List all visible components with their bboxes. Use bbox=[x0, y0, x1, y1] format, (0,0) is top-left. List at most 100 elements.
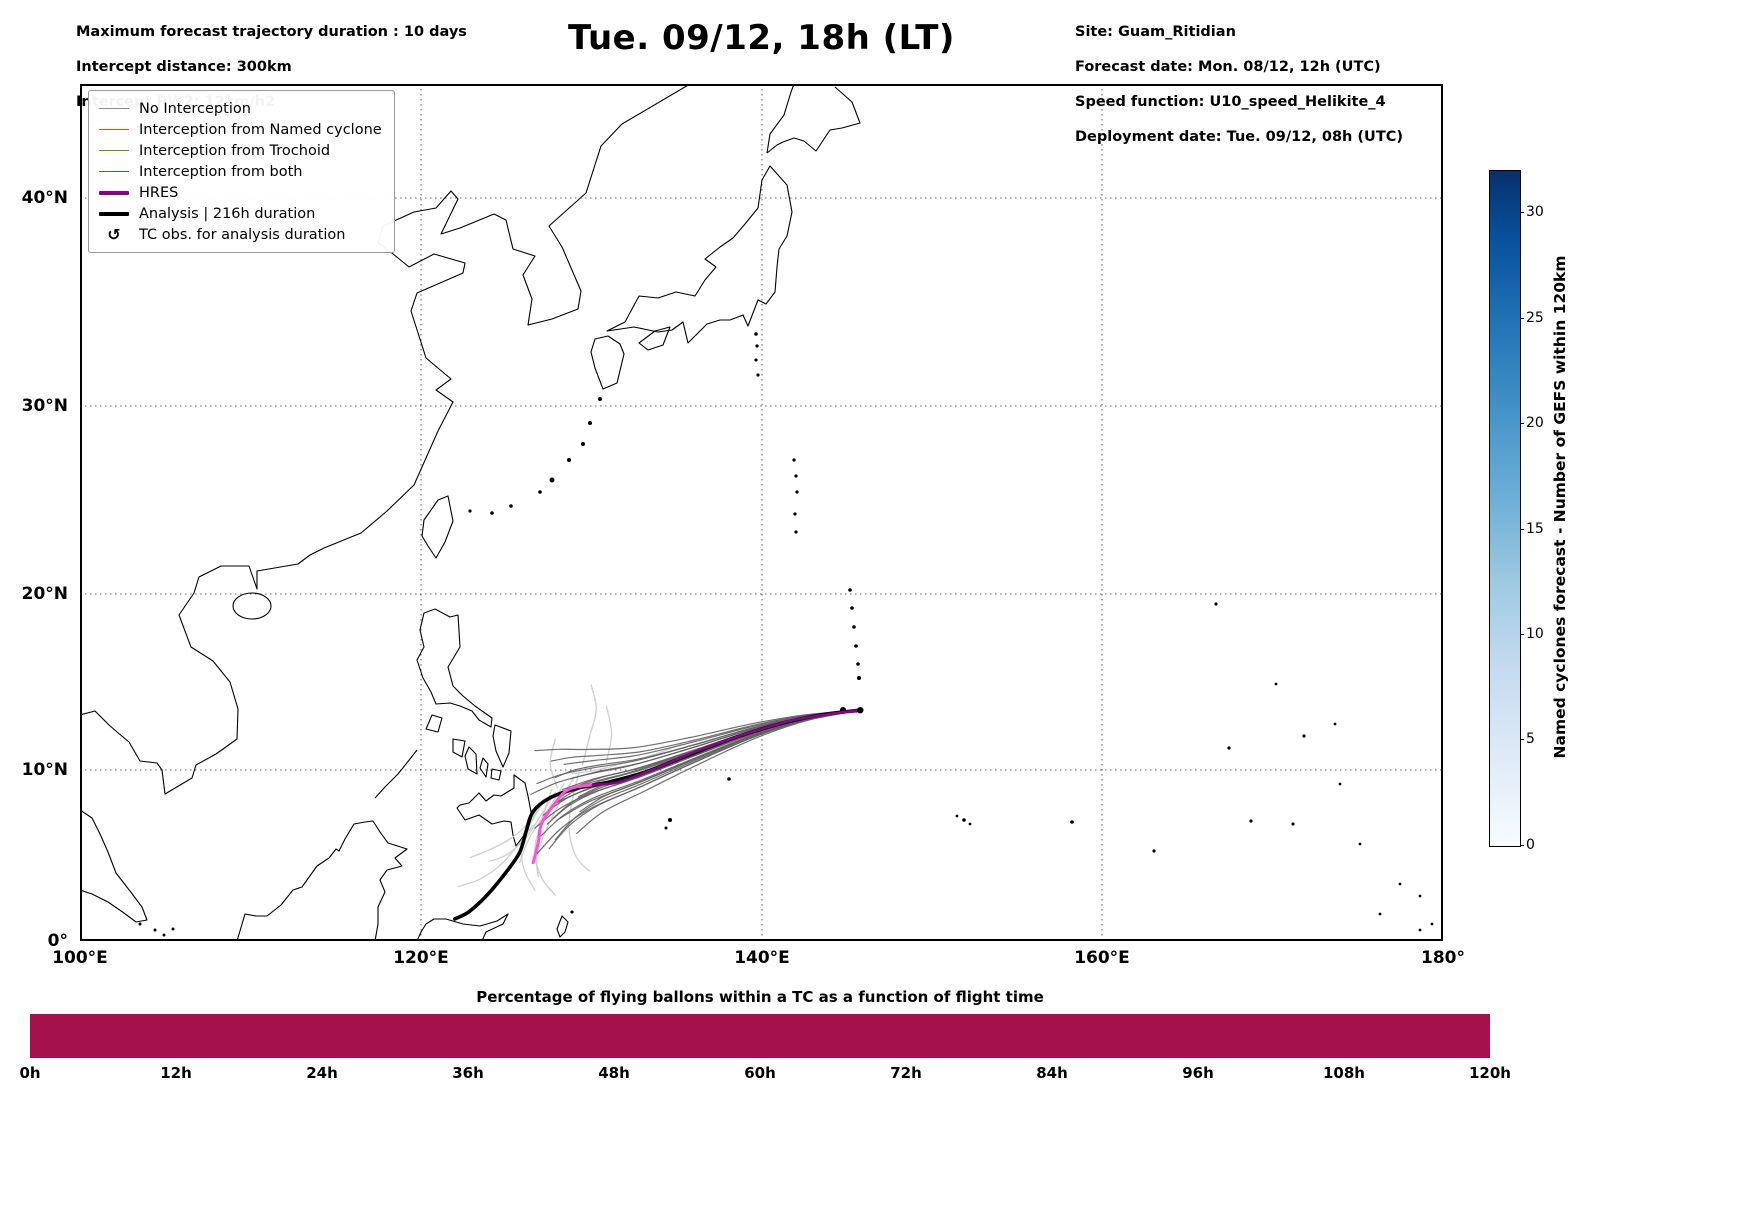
coastline-hainan bbox=[232, 592, 272, 620]
gefs-member-track bbox=[550, 709, 861, 762]
colorbar-tick-mark bbox=[1520, 212, 1524, 214]
lat-tick-40n: 40°N bbox=[21, 188, 68, 208]
legend-label: No Interception bbox=[139, 100, 251, 117]
legend-item-hres: HRES bbox=[99, 182, 382, 203]
gefs-colorbar bbox=[1489, 170, 1521, 847]
legend-item-no-interception: No Interception bbox=[99, 98, 382, 119]
coastline-kyushu bbox=[590, 335, 625, 390]
gefs-member-track bbox=[576, 709, 861, 834]
forecast-date-text: Forecast date: Mon. 08/12, 12h (UTC) bbox=[1075, 58, 1381, 75]
coastline-panay bbox=[452, 738, 466, 758]
legend-label: HRES bbox=[139, 184, 179, 201]
lat-tick-0: 0° bbox=[47, 931, 68, 951]
lat-tick-30n: 30°N bbox=[21, 396, 68, 416]
colorbar-tick-10: 10 bbox=[1526, 626, 1544, 642]
gefs-member-track bbox=[554, 709, 861, 778]
legend-label: Interception from Named cyclone bbox=[139, 121, 382, 138]
legend-item-analysis: Analysis | 216h duration bbox=[99, 203, 382, 224]
gefs-member-track bbox=[540, 709, 861, 837]
colorbar-tick-mark bbox=[1520, 739, 1524, 741]
coastline-mindanao bbox=[456, 774, 533, 847]
intercept-distance-text: Intercept distance: 300km bbox=[76, 58, 292, 75]
coastline-shikoku bbox=[638, 326, 671, 351]
hres-track-head bbox=[531, 783, 595, 865]
legend-line-swatch-orange bbox=[99, 128, 129, 131]
coastline-negros bbox=[464, 746, 478, 775]
analysis-track bbox=[453, 708, 863, 921]
gefs-light-track bbox=[489, 791, 556, 862]
coastline-luzon bbox=[416, 608, 493, 728]
colorbar-tick-25: 25 bbox=[1526, 310, 1544, 326]
legend-item-named-cyclone: Interception from Named cyclone bbox=[99, 119, 382, 140]
legend-label: Interception from Trochoid bbox=[139, 142, 331, 159]
bottom-chart-title: Percentage of flying ballons within a TC… bbox=[476, 988, 1044, 1006]
grid-lines bbox=[80, 84, 1443, 941]
legend-label: Interception from both bbox=[139, 163, 303, 180]
flight-time-axis: 0h 12h 24h 36h 48h 60h 72h 84h 96h 108h … bbox=[19, 1064, 1511, 1086]
lon-tick-100e: 100°E bbox=[52, 948, 108, 968]
legend-line-swatch-black bbox=[99, 211, 129, 216]
coastlines bbox=[80, 84, 861, 941]
gefs-light-track bbox=[605, 705, 613, 763]
legend-line-swatch-green bbox=[99, 170, 129, 173]
coastline-hokkaido-west bbox=[766, 84, 795, 154]
colorbar-tick-mark bbox=[1520, 845, 1524, 847]
time-tick-24h: 24h bbox=[306, 1064, 338, 1082]
coastline-sulawesi bbox=[416, 913, 509, 941]
colorbar-tick-0: 0 bbox=[1526, 837, 1535, 853]
gefs-light-track bbox=[581, 684, 597, 766]
lat-tick-10n: 10°N bbox=[21, 760, 68, 780]
gefs-light-track bbox=[457, 824, 534, 888]
colorbar-tick-mark bbox=[1520, 634, 1524, 636]
time-tick-120h: 120h bbox=[1469, 1064, 1511, 1082]
deployment-date-text: Deployment date: Tue. 09/12, 08h (UTC) bbox=[1075, 128, 1403, 145]
max-duration-text: Maximum forecast trajectory duration : 1… bbox=[76, 23, 467, 40]
colorbar-tick-mark bbox=[1520, 423, 1524, 425]
site-text: Site: Guam_Ritidian bbox=[1075, 23, 1236, 40]
time-tick-108h: 108h bbox=[1323, 1064, 1365, 1082]
colorbar-tick-30: 30 bbox=[1526, 204, 1544, 220]
coastline-hokkaido-east bbox=[766, 86, 861, 154]
time-tick-12h: 12h bbox=[160, 1064, 192, 1082]
speed-function-text: Speed function: U10_speed_Helikite_4 bbox=[1075, 93, 1386, 110]
legend-line-swatch-purple bbox=[99, 190, 129, 195]
map-legend: No Interception Interception from Named … bbox=[88, 90, 395, 253]
plot-frame bbox=[80, 84, 1443, 941]
page-title: Tue. 09/12, 18h (LT) bbox=[568, 18, 955, 58]
tc-obs-marker-icon: ↺ bbox=[107, 224, 121, 244]
legend-line-swatch-gray bbox=[99, 107, 129, 110]
balloon-percentage-bar bbox=[30, 1014, 1490, 1058]
coastline-samar-leyte bbox=[492, 724, 512, 768]
time-tick-48h: 48h bbox=[598, 1064, 630, 1082]
coastline-asia-mainland bbox=[80, 84, 691, 795]
time-tick-60h: 60h bbox=[744, 1064, 776, 1082]
coastline-borneo bbox=[236, 820, 408, 941]
gefs-member-track bbox=[579, 709, 861, 813]
site-marker bbox=[857, 707, 864, 714]
coastline-mindoro bbox=[425, 714, 443, 733]
coastline-honshu bbox=[606, 165, 793, 344]
lon-tick-120e: 120°E bbox=[393, 948, 449, 968]
trajectory-tracks-layer bbox=[453, 684, 864, 921]
colorbar-tick-mark bbox=[1520, 529, 1524, 531]
colorbar-tick-20: 20 bbox=[1526, 415, 1544, 431]
map-plot-area: No Interception Interception from Named … bbox=[80, 84, 1443, 941]
time-tick-84h: 84h bbox=[1036, 1064, 1068, 1082]
gefs-member-track bbox=[554, 709, 861, 841]
time-tick-72h: 72h bbox=[890, 1064, 922, 1082]
time-tick-0h: 0h bbox=[19, 1064, 41, 1082]
legend-item-trochoid: Interception from Trochoid bbox=[99, 140, 382, 161]
legend-label: TC obs. for analysis duration bbox=[139, 226, 346, 243]
gefs-member-track bbox=[534, 709, 861, 752]
time-tick-36h: 36h bbox=[452, 1064, 484, 1082]
colorbar-tick-5: 5 bbox=[1526, 731, 1535, 747]
hres-track-tail bbox=[591, 708, 862, 787]
latitude-axis: 40°N 30°N 20°N 10°N 0° bbox=[0, 84, 74, 951]
colorbar-axis-label: Named cyclones forecast - Number of GEFS… bbox=[1551, 255, 1569, 759]
legend-item-tc-obs: ↺ TC obs. for analysis duration bbox=[99, 224, 382, 245]
coastline-cebu bbox=[479, 757, 489, 778]
legend-label: Analysis | 216h duration bbox=[139, 205, 316, 222]
legend-item-both: Interception from both bbox=[99, 161, 382, 182]
legend-line-swatch-olive bbox=[99, 149, 129, 152]
